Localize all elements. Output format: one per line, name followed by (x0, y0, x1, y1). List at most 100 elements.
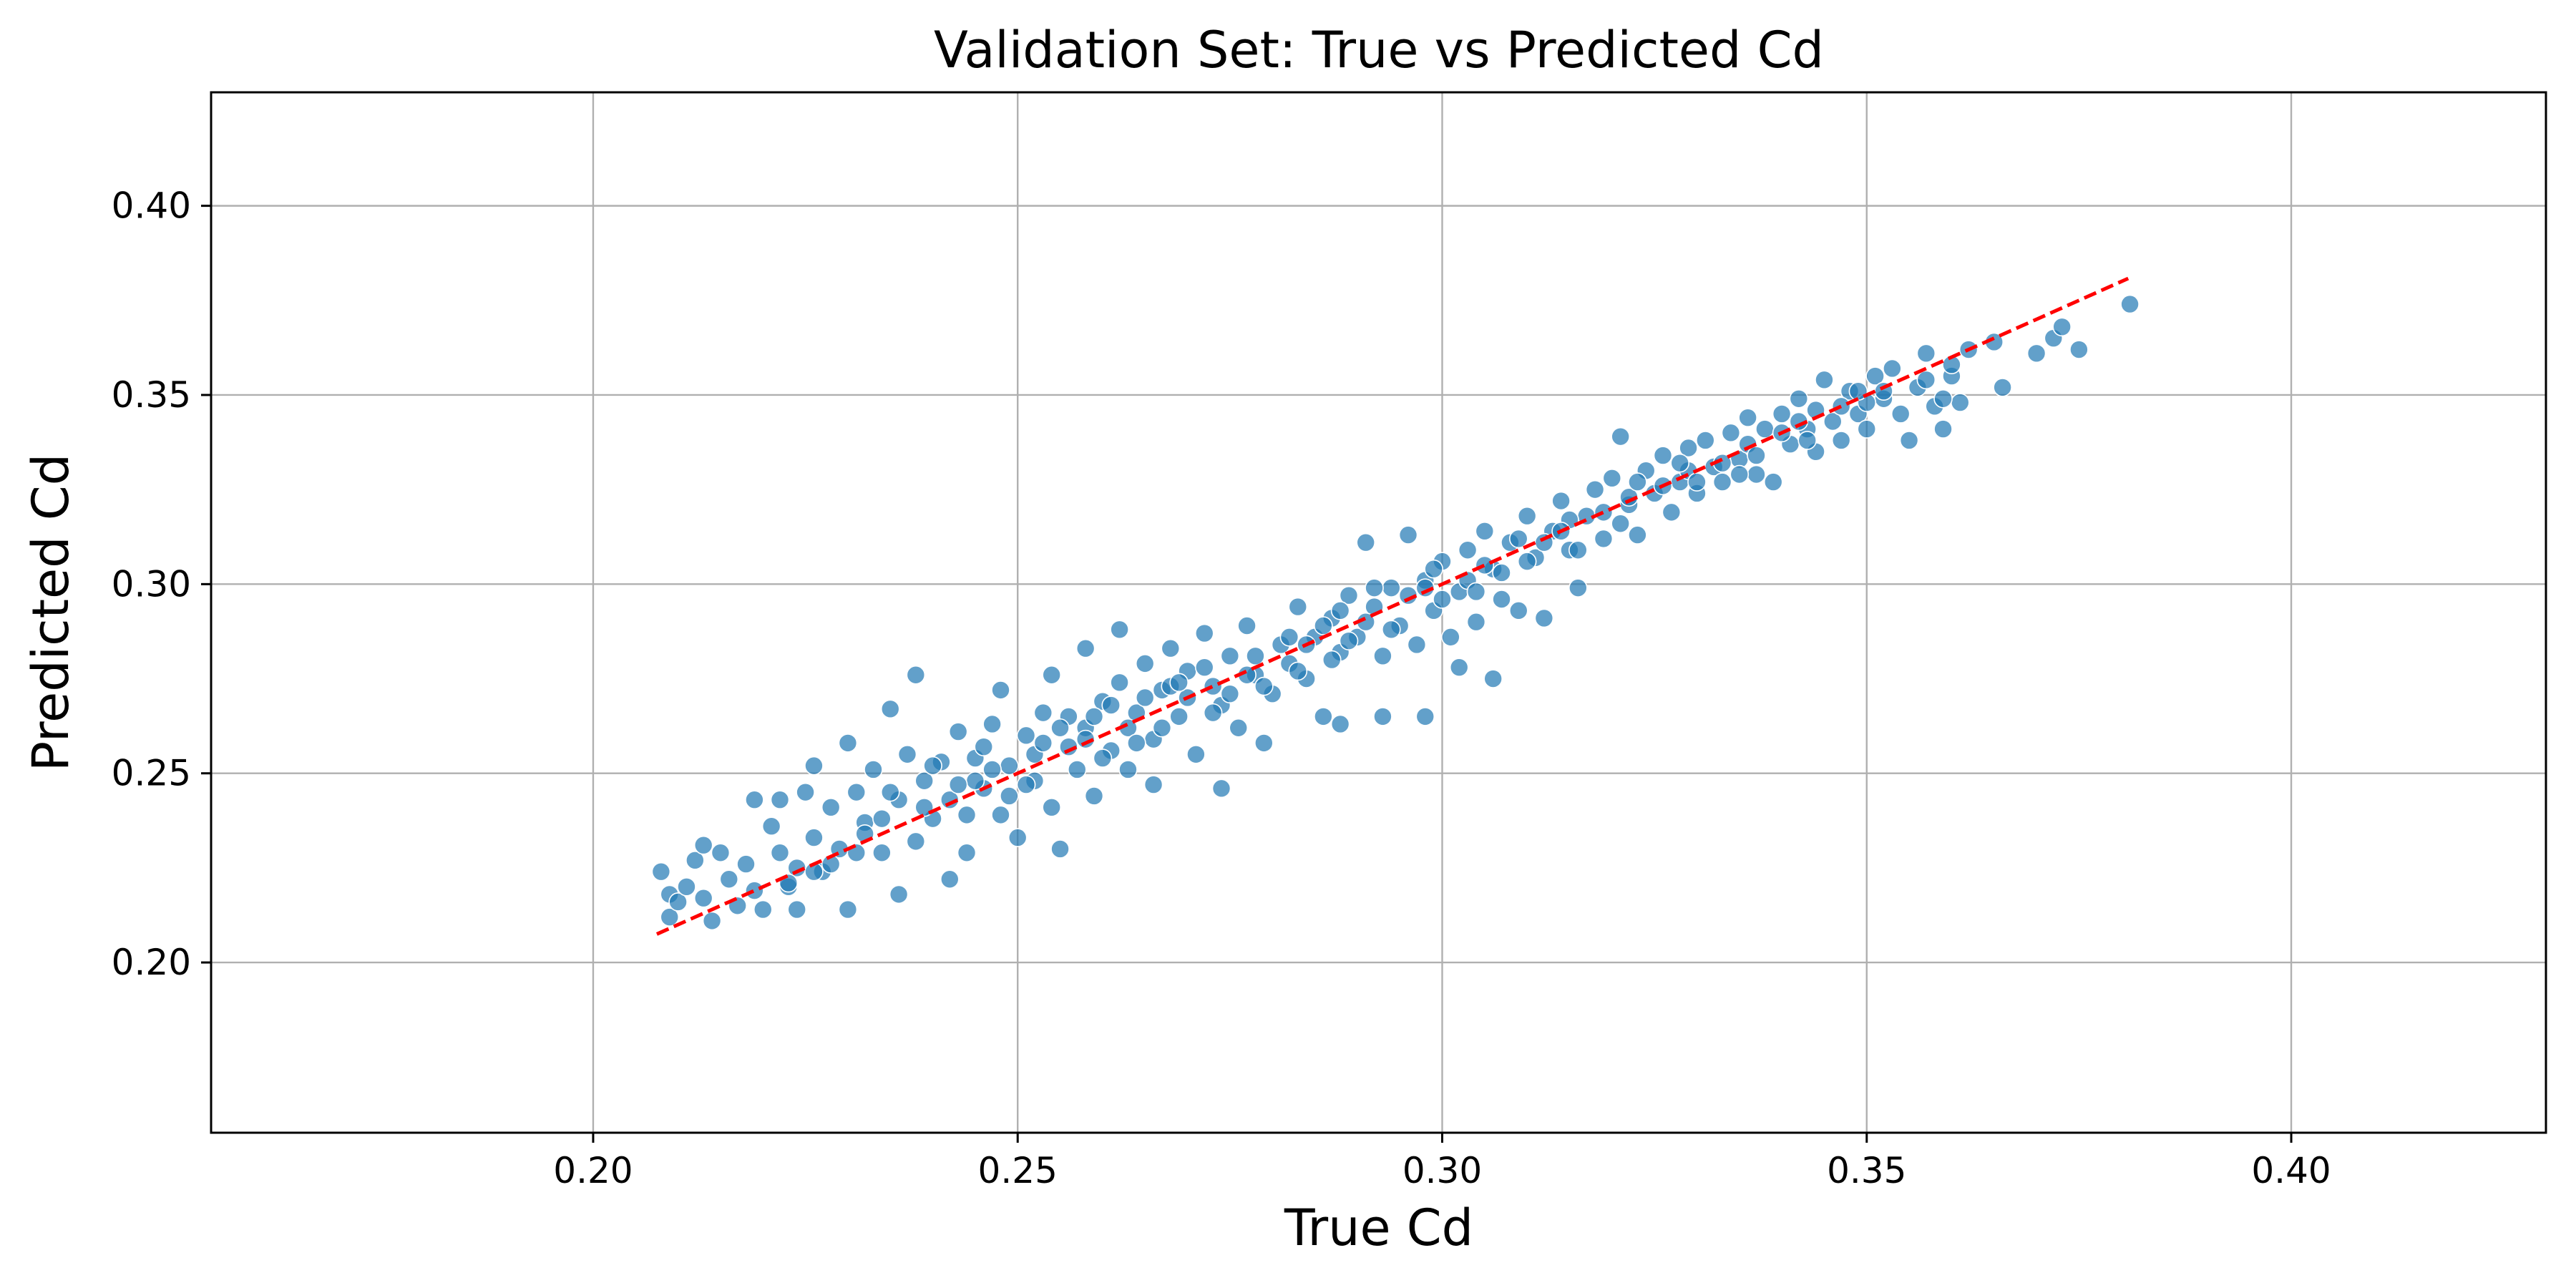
data-point (1033, 703, 1053, 723)
data-point (1831, 431, 1851, 450)
x-tick-label: 0.20 (553, 1150, 633, 1191)
data-point (1050, 839, 1070, 859)
data-point (1110, 673, 1129, 693)
data-point (1000, 756, 1019, 776)
data-point (923, 756, 942, 776)
data-point (1381, 578, 1401, 597)
data-point (1127, 733, 1146, 753)
data-point (1585, 479, 1605, 499)
data-point (965, 771, 985, 791)
data-point (1568, 540, 1588, 560)
data-point (1084, 786, 1104, 806)
data-point (1993, 378, 2012, 397)
data-point (889, 884, 909, 904)
data-point (796, 782, 815, 802)
data-point (1000, 786, 1019, 806)
data-point (1008, 828, 1028, 847)
data-point (1203, 676, 1223, 696)
data-point (1016, 726, 1036, 746)
data-point (1050, 718, 1070, 738)
data-point (1339, 585, 1359, 605)
data-point (1398, 585, 1418, 605)
data-point (974, 737, 994, 756)
data-point (1670, 453, 1690, 473)
data-point (1381, 620, 1401, 640)
data-point (1042, 797, 1061, 817)
x-tick-label: 0.25 (978, 1150, 1058, 1191)
data-point (914, 771, 934, 791)
data-point (906, 665, 926, 685)
data-point (2052, 317, 2072, 337)
data-point (1161, 638, 1181, 658)
data-point (1279, 628, 1299, 647)
y-tick-label: 0.25 (112, 753, 191, 794)
data-point (880, 699, 900, 719)
data-point (1288, 597, 1308, 617)
data-point (770, 790, 790, 810)
data-point (982, 760, 1002, 779)
data-point (1433, 590, 1452, 609)
data-point (1194, 623, 1214, 643)
data-point (1067, 760, 1087, 779)
data-point (880, 782, 900, 802)
data-point (1314, 707, 1333, 726)
chart-title: Validation Set: True vs Predicted Cd (934, 21, 1824, 79)
data-point (847, 782, 867, 802)
data-point (948, 775, 968, 794)
data-point (1449, 658, 1469, 677)
data-point (677, 877, 696, 897)
data-point (1483, 669, 1503, 688)
data-point (1322, 650, 1342, 670)
data-point (1857, 419, 1877, 439)
data-point (1508, 529, 1528, 549)
data-point (1508, 601, 1528, 620)
data-point (1084, 707, 1104, 726)
data-point (1016, 775, 1036, 794)
data-point (1033, 733, 1053, 753)
data-point (957, 843, 977, 863)
data-point (1075, 638, 1096, 658)
data-point (1492, 590, 1511, 609)
data-point (1815, 370, 1834, 390)
data-point (838, 733, 858, 753)
data-point (1118, 760, 1138, 779)
data-point (702, 911, 722, 931)
data-point (1059, 737, 1078, 756)
data-point (1314, 616, 1333, 635)
data-point (2120, 294, 2140, 314)
data-point (991, 805, 1010, 825)
data-point (1466, 612, 1486, 632)
data-point (660, 907, 680, 927)
data-point (948, 722, 968, 741)
data-point (1797, 431, 1818, 450)
data-point (736, 854, 756, 874)
data-point (1729, 464, 1750, 484)
x-axis-label: True Cd (1284, 1199, 1473, 1257)
data-point (1696, 431, 1715, 450)
x-tick-label: 0.40 (2251, 1150, 2331, 1191)
data-point (1229, 718, 1249, 738)
data-point (1075, 729, 1096, 749)
y-tick-label: 0.30 (112, 563, 191, 605)
data-point (1611, 514, 1630, 534)
data-point (1916, 343, 1936, 364)
data-point (1458, 540, 1478, 560)
data-point (1169, 673, 1189, 693)
data-point (940, 869, 960, 889)
data-point (1288, 661, 1308, 681)
data-point (1194, 658, 1214, 677)
data-point (1475, 522, 1495, 541)
data-point (693, 835, 713, 855)
data-point (1933, 389, 1953, 409)
data-point (838, 899, 858, 919)
data-point (1365, 578, 1384, 597)
data-point (753, 899, 773, 919)
data-point (1246, 646, 1265, 666)
data-point (1916, 370, 1936, 390)
data-point (1237, 616, 1257, 635)
data-point (1712, 472, 1732, 492)
data-point (804, 828, 824, 847)
data-point (1933, 419, 1953, 439)
data-point (1883, 358, 1902, 379)
